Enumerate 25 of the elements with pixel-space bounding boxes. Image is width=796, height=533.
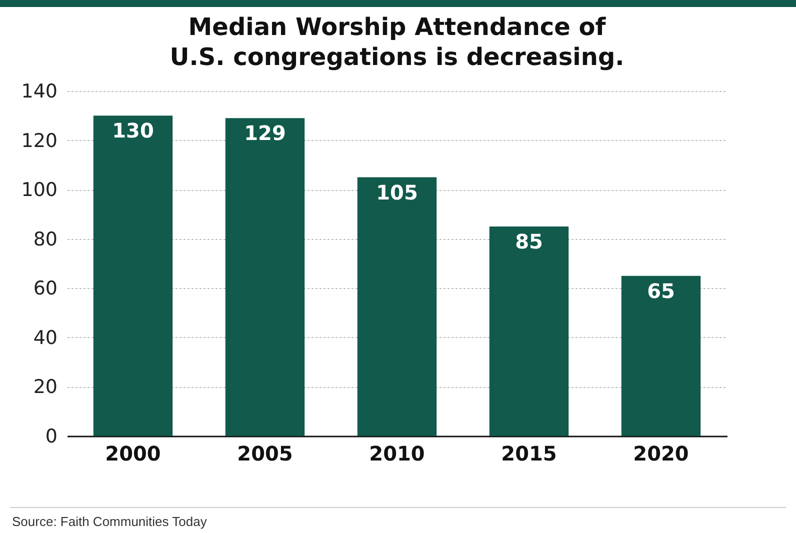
- x-tick-label: 2005: [237, 442, 293, 466]
- y-tick-label: 20: [33, 376, 58, 398]
- x-tick-label: 2015: [501, 442, 557, 466]
- data-label: 85: [515, 230, 543, 254]
- data-label: 129: [244, 121, 286, 146]
- data-label: 65: [647, 278, 675, 303]
- bar: [489, 226, 569, 436]
- y-tick-label: 40: [33, 326, 58, 349]
- y-tick-label: 140: [21, 80, 58, 102]
- data-label: 105: [376, 180, 418, 204]
- source-note: Source: Faith Communities Today: [12, 514, 207, 529]
- x-tick-label: 2020: [633, 442, 689, 466]
- y-tick-label: 60: [33, 278, 58, 300]
- bar: [357, 177, 437, 436]
- bar: [621, 276, 701, 436]
- data-label: 130: [112, 118, 154, 143]
- x-tick-label: 2010: [369, 442, 425, 466]
- chart-title: Median Worship Attendance of U.S. congregations is decreasing.: [170, 13, 624, 71]
- y-tick-label: 120: [21, 130, 58, 152]
- x-tick-label: 2000: [105, 442, 161, 466]
- y-tick-label: 0: [45, 426, 58, 448]
- y-tick-label: 100: [21, 179, 58, 202]
- bar: [225, 118, 305, 436]
- bar: [93, 116, 173, 436]
- y-tick-label: 80: [33, 228, 58, 250]
